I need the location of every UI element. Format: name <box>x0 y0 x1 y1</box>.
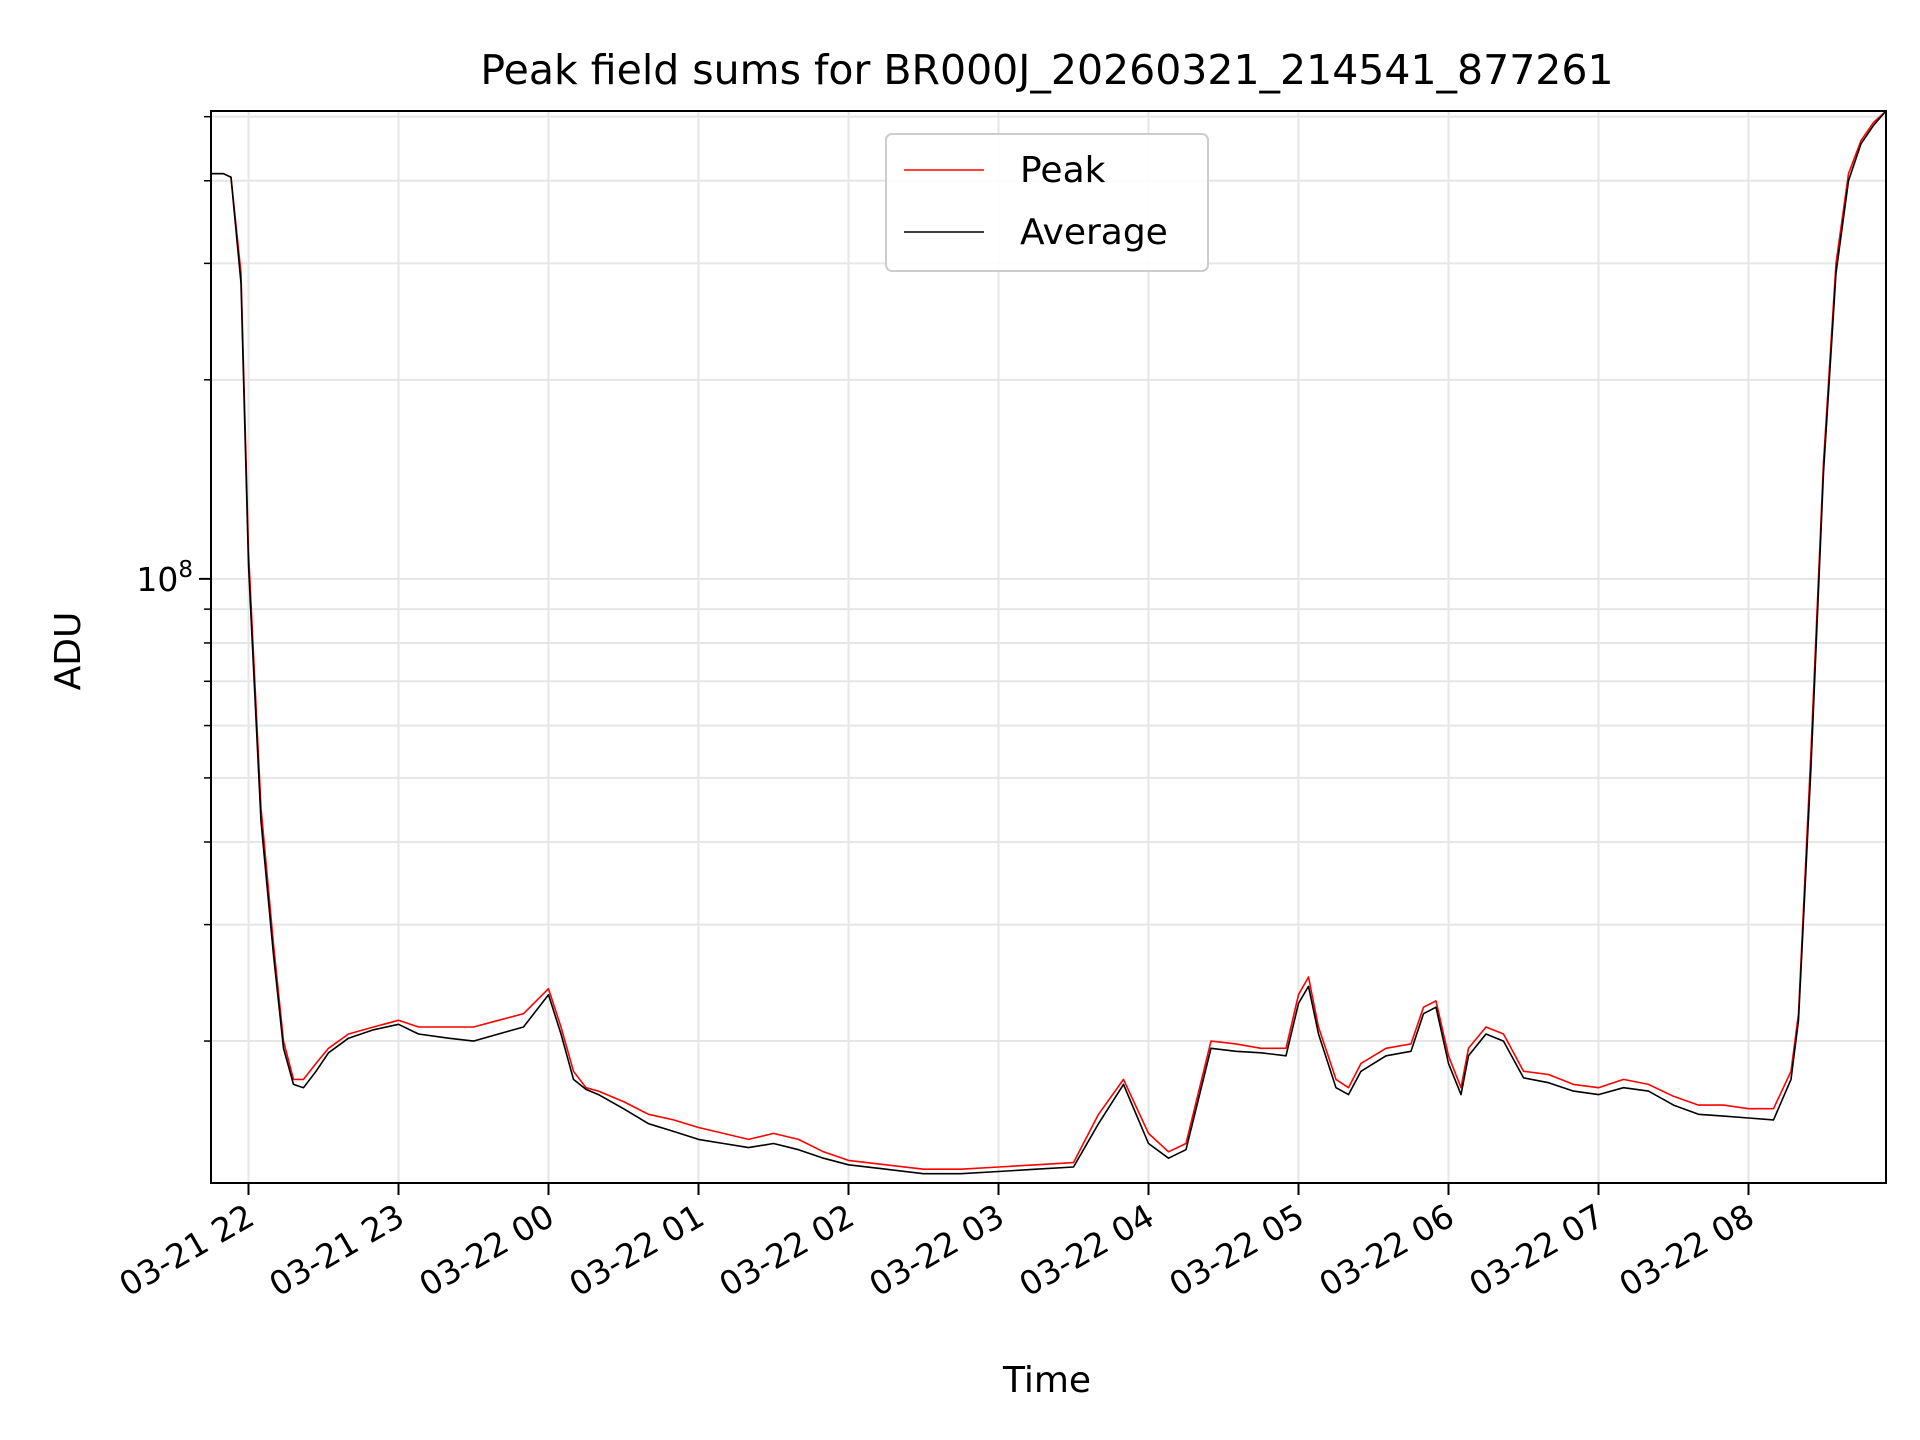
y-axis-label: ADU <box>48 612 89 691</box>
series-line-peak <box>211 110 1887 1170</box>
y-tick-label: 108 <box>136 557 193 599</box>
x-axis-label: Time <box>1002 1360 1091 1401</box>
legend: Peak Average <box>885 133 1209 272</box>
chart-title: Peak field sums for BR000J_20260321_2145… <box>480 46 1613 94</box>
series-line-average <box>211 110 1887 1175</box>
legend-label-average: Average <box>1020 212 1168 253</box>
series-layer <box>211 110 1887 1175</box>
axes-frame <box>210 110 1887 1184</box>
legend-box <box>885 133 1209 272</box>
legend-label-peak: Peak <box>1020 150 1106 191</box>
